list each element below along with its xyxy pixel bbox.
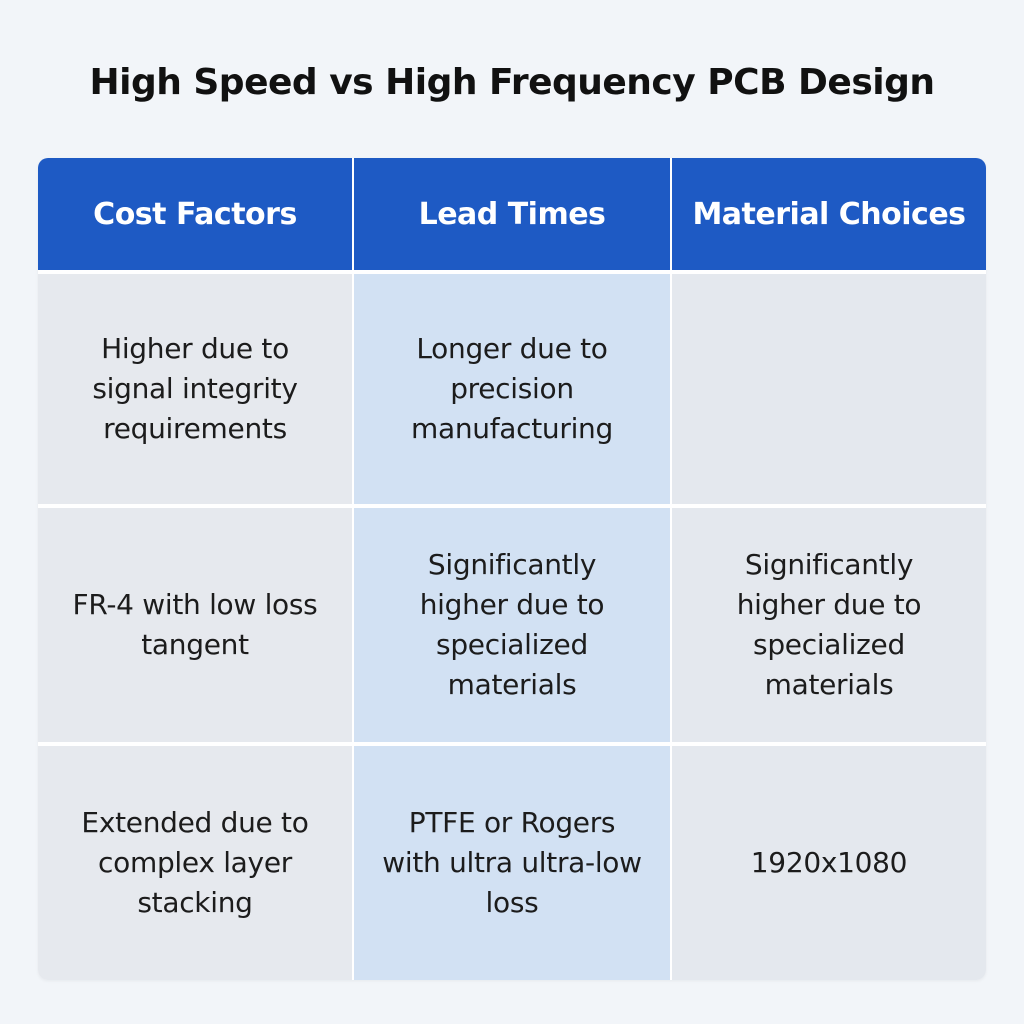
table-cell-r3-c1: Extended due to complex layer stacking xyxy=(38,746,352,980)
table-cell-r3-c3: 1920x1080 xyxy=(672,746,986,980)
comparison-table: Cost Factors Lead Times Material Choices… xyxy=(38,158,986,980)
table-cell-r2-c1: FR-4 with low loss tangent xyxy=(38,508,352,742)
column-header-cost-factors: Cost Factors xyxy=(38,158,352,270)
table-cell-r3-c2: PTFE or Rogers with ultra ultra-low loss xyxy=(354,746,670,980)
table-cell-r1-c2: Longer due to precision manufacturing xyxy=(354,274,670,504)
table-cell-r1-c1: Higher due to signal integrity requireme… xyxy=(38,274,352,504)
page-title: High Speed vs High Frequency PCB Design xyxy=(89,62,935,103)
column-header-material-choices: Material Choices xyxy=(672,158,986,270)
table-cell-r2-c2: Significantly higher due to specialized … xyxy=(354,508,670,742)
table-cell-r2-c3: Significantly higher due to specialized … xyxy=(672,508,986,742)
column-header-lead-times: Lead Times xyxy=(354,158,670,270)
table-cell-r1-c3 xyxy=(672,274,986,504)
